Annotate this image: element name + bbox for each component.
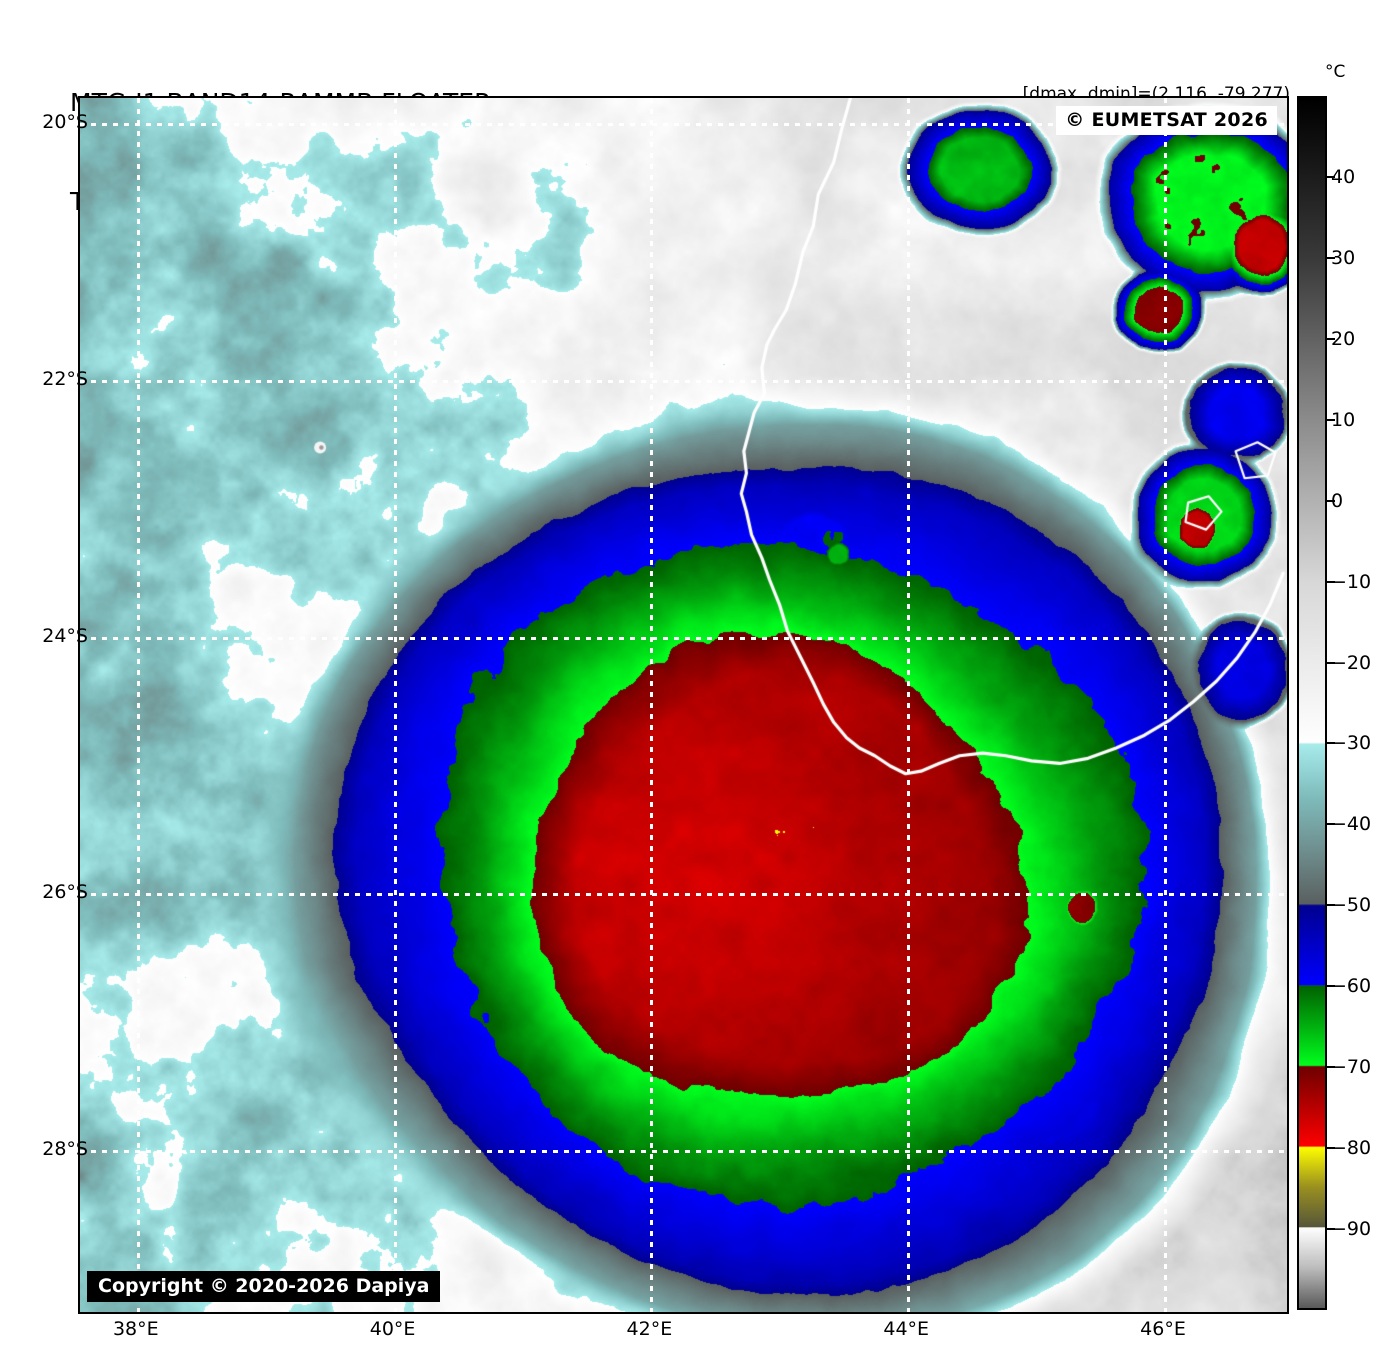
colorbar-tick-label: −90 bbox=[1331, 1218, 1372, 1241]
gridline-lat bbox=[80, 893, 1287, 897]
longitude-tick-label: 44°E bbox=[883, 1318, 930, 1340]
latitude-tick-label: 24°S bbox=[42, 624, 88, 647]
colorbar-tick-label: −70 bbox=[1331, 1056, 1372, 1079]
latitude-tick-label: 28°S bbox=[42, 1138, 88, 1161]
gridline-lat bbox=[80, 1150, 1287, 1154]
colorbar-unit-label: °C bbox=[1325, 62, 1346, 82]
gridline-lon bbox=[393, 98, 397, 1312]
gridline-lon bbox=[1164, 98, 1168, 1312]
latitude-tick-label: 22°S bbox=[42, 367, 88, 390]
satellite-imagery-canvas bbox=[80, 98, 1287, 1312]
colorbar-tick-mark bbox=[1327, 823, 1335, 826]
colorbar-tick-label: 40 bbox=[1331, 165, 1356, 188]
colorbar-tick-label: −40 bbox=[1331, 813, 1372, 836]
latitude-tick-label: 26°S bbox=[42, 881, 88, 904]
colorbar-tick-mark bbox=[1327, 742, 1335, 745]
gridline-lon bbox=[650, 98, 654, 1312]
colorbar-tick-mark bbox=[1327, 256, 1335, 259]
gridline-lat bbox=[80, 122, 1287, 126]
colorbar-tick-label: −50 bbox=[1331, 894, 1372, 917]
colorbar-tick-mark bbox=[1327, 580, 1335, 583]
colorbar-tick-mark bbox=[1327, 1066, 1335, 1069]
colorbar-tick-mark bbox=[1327, 1147, 1335, 1150]
longitude-tick-label: 42°E bbox=[626, 1318, 673, 1340]
latitude-tick-label: 20°S bbox=[42, 110, 88, 133]
colorbar-tick-mark bbox=[1327, 1228, 1335, 1231]
gridline-lat bbox=[80, 636, 1287, 640]
longitude-tick-label: 40°E bbox=[369, 1318, 416, 1340]
colorbar-tick-label: −10 bbox=[1331, 570, 1372, 593]
satellite-image-plot[interactable]: © EUMETSAT 2026 Copyright © 2020-2026 Da… bbox=[78, 96, 1289, 1314]
colorbar[interactable] bbox=[1297, 96, 1327, 1310]
colorbar-tick-mark bbox=[1327, 337, 1335, 340]
colorbar-tick-mark bbox=[1327, 661, 1335, 664]
colorbar-tick-mark bbox=[1327, 985, 1335, 988]
colorbar-tick-label: −60 bbox=[1331, 975, 1372, 998]
colorbar-tick-label: −80 bbox=[1331, 1137, 1372, 1160]
gridline-lon bbox=[907, 98, 911, 1312]
colorbar-tick-label: −20 bbox=[1331, 651, 1372, 674]
colorbar-tick-label: 0 bbox=[1331, 489, 1344, 512]
colorbar-tick-mark bbox=[1327, 418, 1335, 421]
copyright-watermark: Copyright © 2020-2026 Dapiya bbox=[87, 1271, 441, 1302]
eumetsat-watermark: © EUMETSAT 2026 bbox=[1056, 106, 1277, 135]
colorbar-tick-label: 20 bbox=[1331, 327, 1356, 350]
colorbar-tick-mark bbox=[1327, 499, 1335, 502]
gridline-lon bbox=[136, 98, 140, 1312]
longitude-tick-label: 38°E bbox=[112, 1318, 159, 1340]
colorbar-tick-mark bbox=[1327, 904, 1335, 907]
colorbar-tick-label: 10 bbox=[1331, 408, 1356, 431]
colorbar-gradient bbox=[1299, 98, 1325, 1308]
colorbar-tick-label: −30 bbox=[1331, 732, 1372, 755]
gridline-lat bbox=[80, 379, 1287, 383]
colorbar-tick-label: 30 bbox=[1331, 246, 1356, 269]
colorbar-tick-mark bbox=[1327, 175, 1335, 178]
longitude-tick-label: 46°E bbox=[1140, 1318, 1186, 1340]
